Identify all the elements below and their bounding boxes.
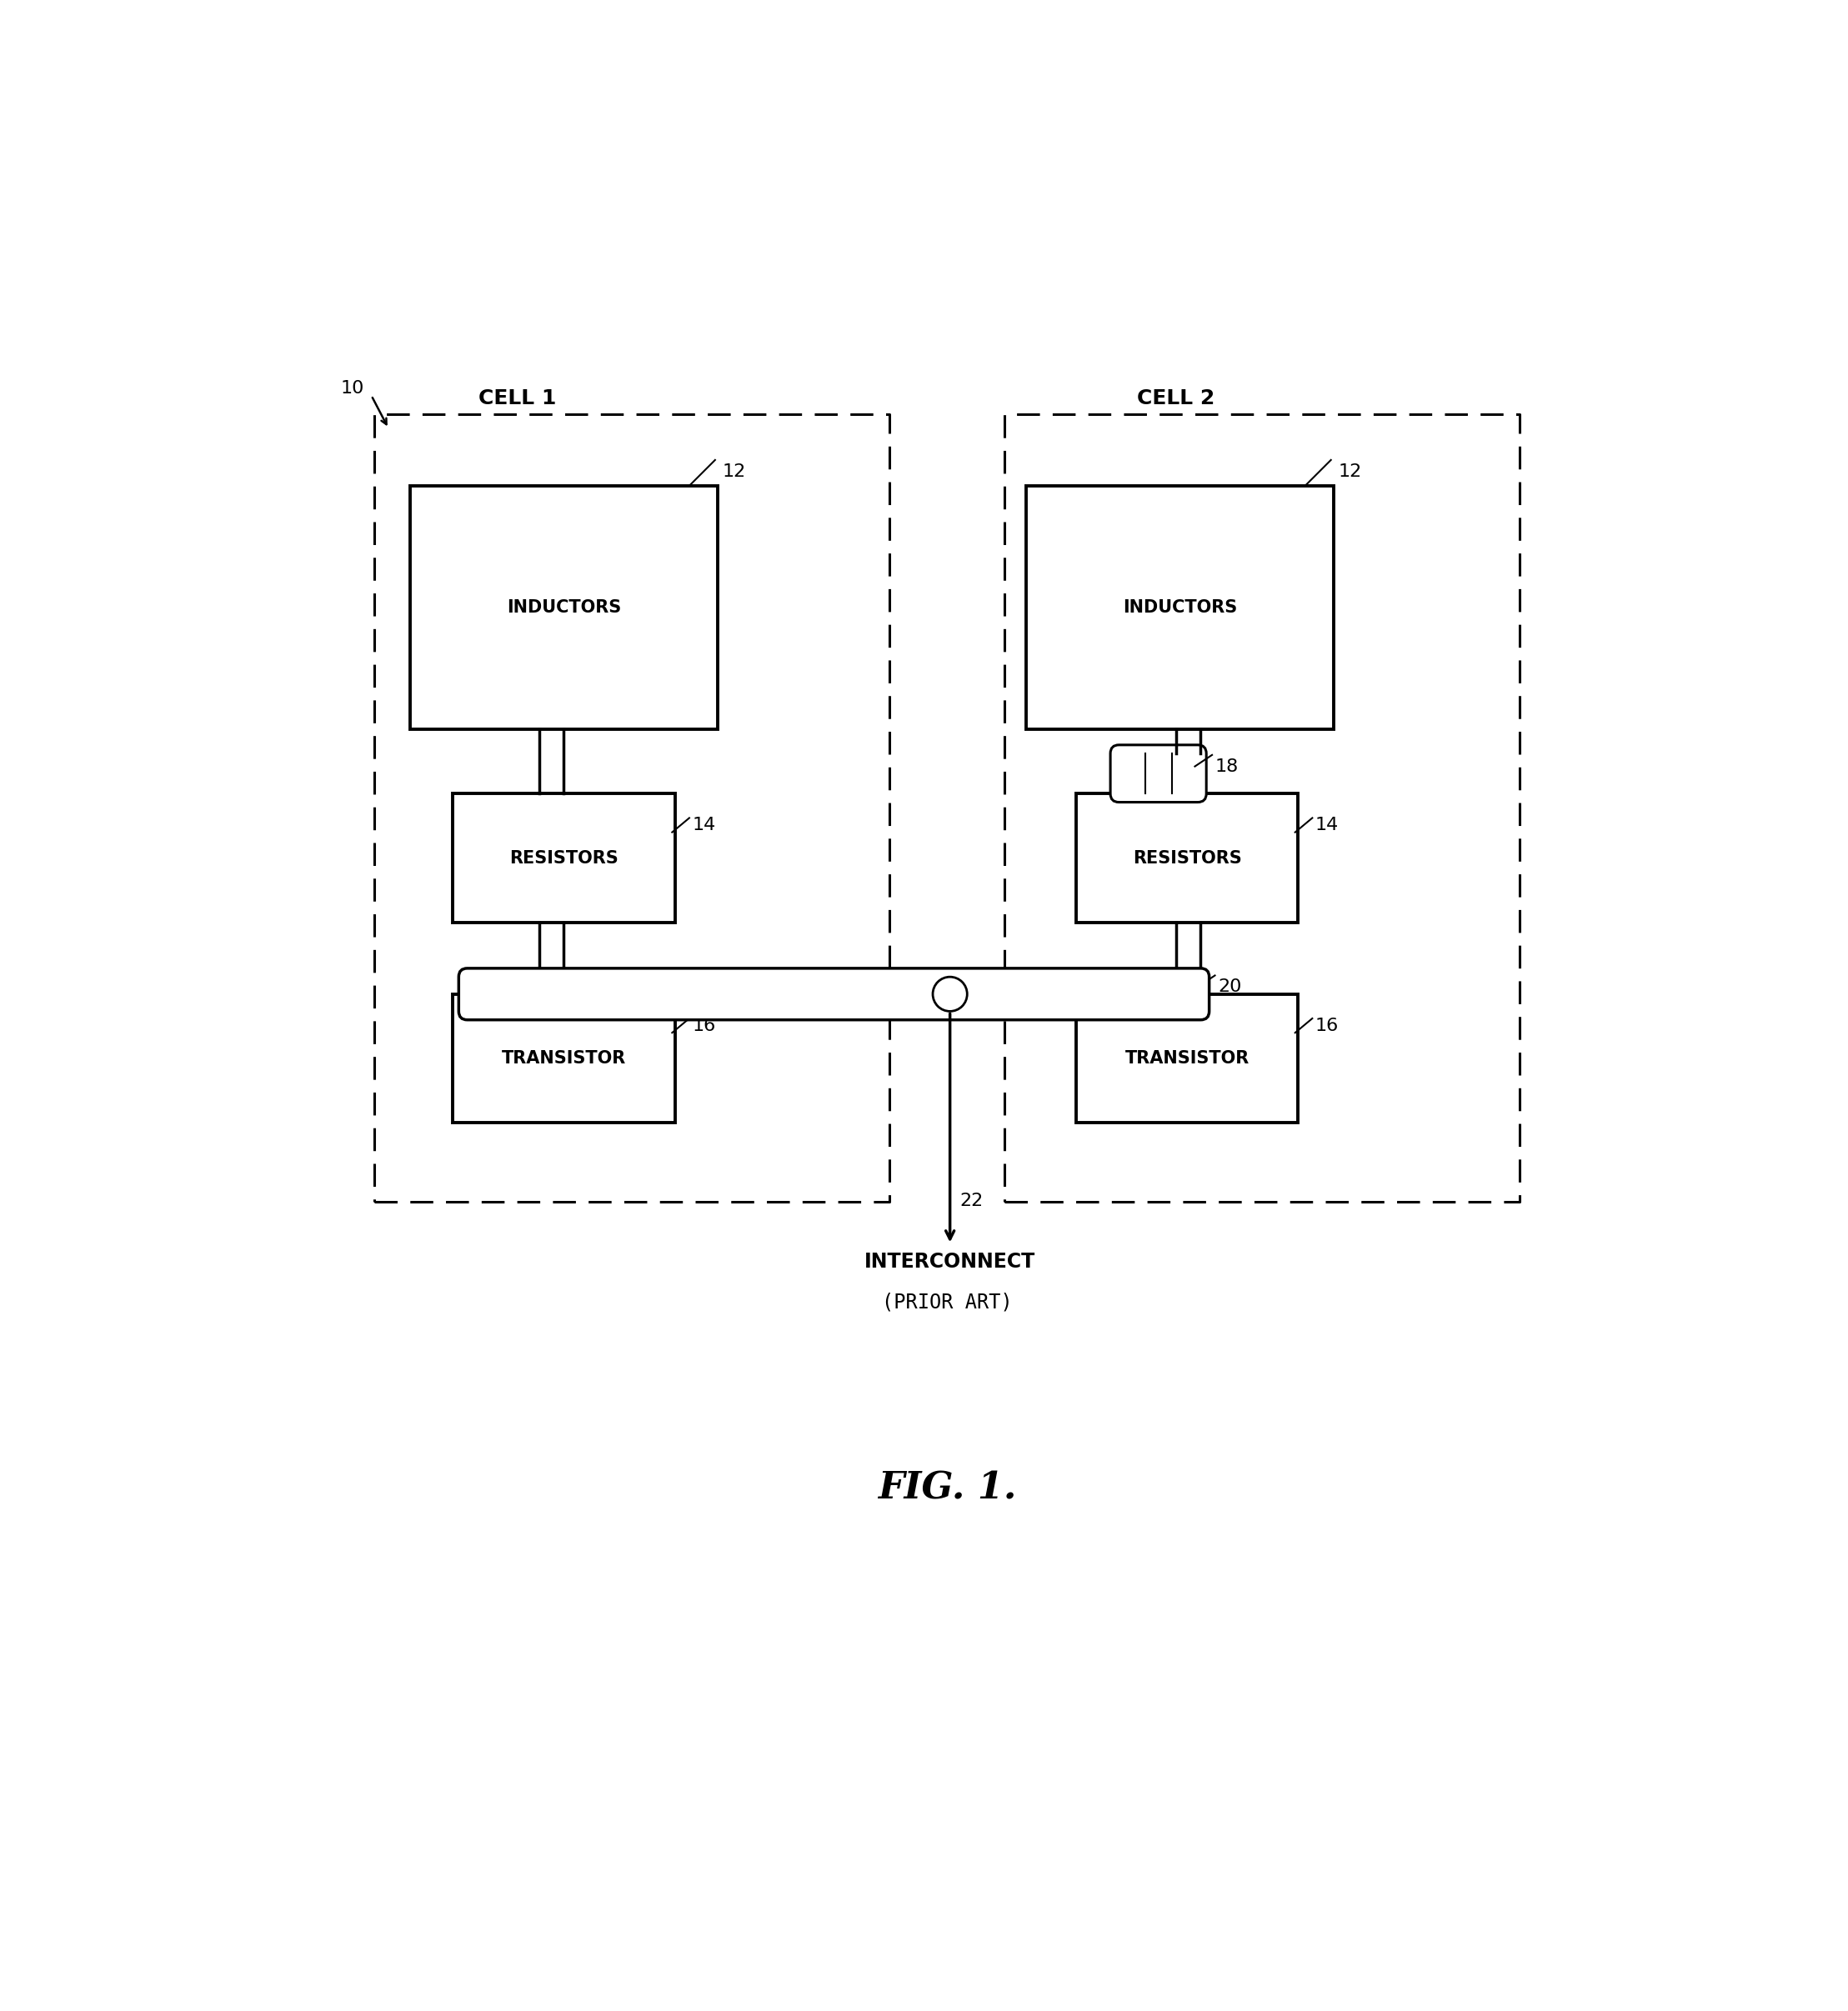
Polygon shape (1076, 993, 1297, 1122)
Text: 10: 10 (340, 380, 364, 396)
Circle shape (933, 977, 967, 1012)
Text: RESISTORS: RESISTORS (1133, 851, 1242, 867)
Polygon shape (410, 487, 717, 730)
Polygon shape (453, 993, 675, 1122)
Text: (PRIOR ART): (PRIOR ART) (881, 1291, 1013, 1311)
Text: FIG. 1.: FIG. 1. (878, 1470, 1016, 1506)
Text: 20: 20 (1218, 979, 1242, 995)
Text: 14: 14 (1316, 816, 1338, 833)
FancyBboxPatch shape (458, 969, 1209, 1020)
Text: 18: 18 (1214, 758, 1238, 774)
Text: 16: 16 (693, 1018, 715, 1034)
Text: 22: 22 (959, 1193, 983, 1209)
Text: 12: 12 (723, 463, 747, 481)
Text: 12: 12 (1338, 463, 1362, 481)
Text: TRANSISTOR: TRANSISTOR (1125, 1050, 1249, 1068)
FancyBboxPatch shape (1111, 744, 1207, 802)
Polygon shape (453, 794, 675, 923)
Text: 16: 16 (1316, 1018, 1338, 1034)
Text: CELL 1: CELL 1 (479, 388, 556, 408)
Text: INDUCTORS: INDUCTORS (1122, 599, 1236, 615)
Text: 14: 14 (693, 816, 715, 833)
Text: CELL 2: CELL 2 (1137, 388, 1216, 408)
Text: RESISTORS: RESISTORS (510, 851, 619, 867)
Text: TRANSISTOR: TRANSISTOR (503, 1050, 626, 1068)
Text: INTERCONNECT: INTERCONNECT (865, 1251, 1035, 1271)
Polygon shape (1026, 487, 1334, 730)
Text: INDUCTORS: INDUCTORS (506, 599, 621, 615)
Polygon shape (1076, 794, 1297, 923)
